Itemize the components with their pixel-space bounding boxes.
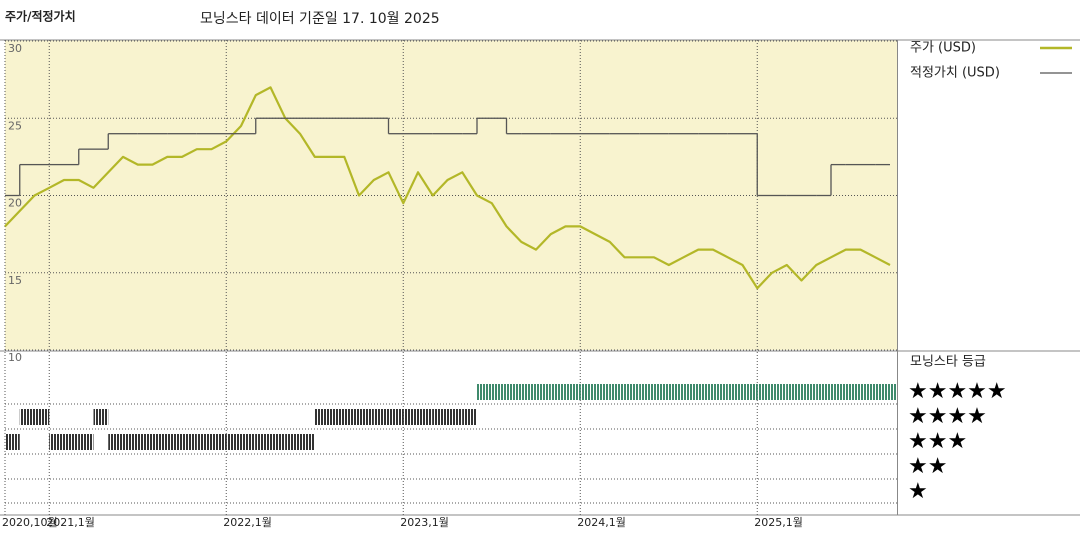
chart-title: 주가/적정가치 xyxy=(5,9,76,24)
y-tick-label: 25 xyxy=(8,119,22,132)
rating-bar xyxy=(226,434,241,450)
rating-bar xyxy=(639,384,654,400)
rating-bar xyxy=(359,409,374,425)
rating-bar xyxy=(624,384,640,400)
rating-bar xyxy=(78,434,94,450)
rating-bar xyxy=(64,434,79,450)
rating-bar xyxy=(654,384,669,400)
rating-bar xyxy=(270,434,286,450)
rating-level-label: ★★★★ xyxy=(908,404,987,429)
rating-bar xyxy=(432,409,448,425)
y-tick-label: 20 xyxy=(8,197,22,210)
rating-bar xyxy=(772,384,787,400)
rating-level-label: ★★★ xyxy=(908,429,967,454)
legend-label: 적정가치 (USD) xyxy=(910,66,1000,81)
rating-bar xyxy=(314,409,330,425)
rating-bar xyxy=(211,434,227,450)
rating-bar xyxy=(506,384,522,400)
x-tick-label: 2021,1월 xyxy=(46,516,95,529)
rating-bar xyxy=(447,409,463,425)
rating-bar xyxy=(403,409,418,425)
x-tick-label: 2025,1월 xyxy=(754,516,803,529)
rating-bar xyxy=(757,384,772,400)
rating-bar xyxy=(123,434,138,450)
x-tick-label: 2024,1월 xyxy=(577,516,626,529)
rating-bar xyxy=(329,409,345,425)
rating-bar xyxy=(167,434,182,450)
rating-bar xyxy=(668,384,684,400)
rating-bar xyxy=(521,384,536,400)
x-tick-label: 2022,1월 xyxy=(223,516,272,529)
rating-bar xyxy=(300,434,315,450)
rating-bar xyxy=(565,384,581,400)
rating-bar xyxy=(609,384,625,400)
rating-bar xyxy=(137,434,153,450)
rating-bar xyxy=(344,409,359,425)
rating-bar xyxy=(860,384,876,400)
rating-bar xyxy=(595,384,610,400)
rating-bar xyxy=(801,384,817,400)
rating-bar xyxy=(683,384,699,400)
rating-bar xyxy=(418,409,433,425)
rating-bar xyxy=(182,434,197,450)
rating-bar xyxy=(19,409,35,425)
rating-bar xyxy=(742,384,758,400)
y-tick-label: 10 xyxy=(8,351,22,364)
rating-bar xyxy=(477,384,492,400)
rating-bar xyxy=(196,434,212,450)
price-line xyxy=(4,86,891,290)
rating-bar xyxy=(875,384,890,400)
rating-bar xyxy=(241,434,256,450)
rating-bar xyxy=(890,384,896,400)
rating-bar xyxy=(93,409,109,425)
rating-bar xyxy=(550,384,566,400)
rating-bar xyxy=(49,434,64,450)
rating-bar xyxy=(536,384,551,400)
plot-background xyxy=(5,40,897,350)
y-tick-label: 15 xyxy=(8,274,22,287)
rating-bar xyxy=(845,384,861,400)
rating-bar xyxy=(786,384,802,400)
rating-bar xyxy=(713,384,728,400)
rating-bar xyxy=(373,409,389,425)
rating-level-label: ★★★★★ xyxy=(908,379,1007,404)
rating-bar xyxy=(816,384,831,400)
x-tick-label: 2020,10월 xyxy=(2,516,58,529)
rating-bar xyxy=(580,384,595,400)
legend-label: 주가 (USD) xyxy=(910,41,976,56)
rating-bar xyxy=(5,434,20,450)
rating-bar xyxy=(727,384,743,400)
rating-bar xyxy=(462,409,477,425)
rating-bar xyxy=(698,384,713,400)
y-tick-label: 30 xyxy=(8,42,22,55)
rating-level-label: ★★ xyxy=(908,454,947,479)
rating-bar xyxy=(491,384,507,400)
x-tick-label: 2023,1월 xyxy=(400,516,449,529)
rating-bar xyxy=(255,434,271,450)
legend-label: 모닝스타 등급 xyxy=(910,355,986,370)
rating-bar xyxy=(831,384,846,400)
rating-bar xyxy=(152,434,168,450)
rating-bar xyxy=(34,409,50,425)
rating-bar xyxy=(388,409,404,425)
chart-subtitle: 모닝스타 데이터 기준일 17. 10월 2025 xyxy=(200,11,440,27)
rating-level-label: ★ xyxy=(908,479,928,504)
rating-bar xyxy=(108,434,123,450)
rating-bar xyxy=(285,434,300,450)
